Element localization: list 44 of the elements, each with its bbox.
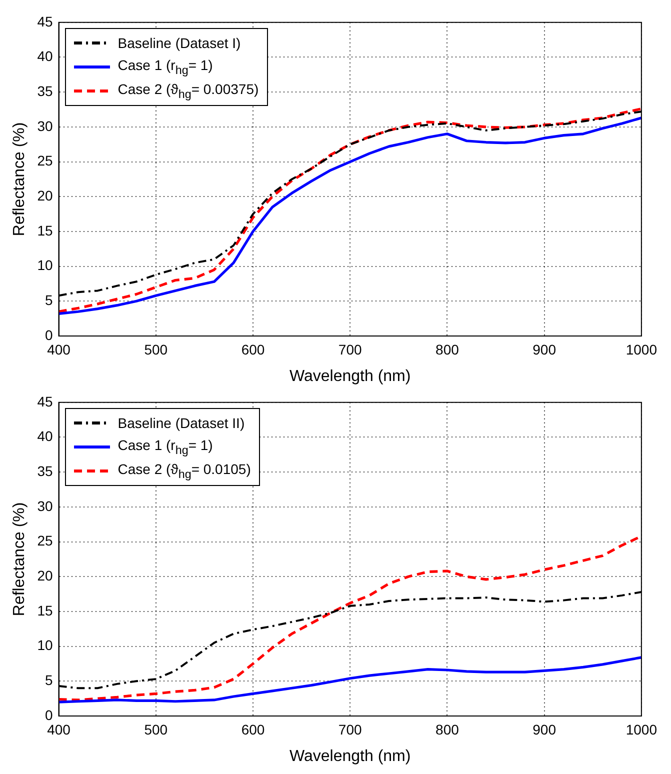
y-tick-label: 45 <box>37 13 53 30</box>
x-axis-title: Wavelength (nm) <box>289 368 411 385</box>
x-tick-label: 800 <box>436 721 460 738</box>
y-tick-label: 15 <box>37 602 53 618</box>
legend-label: Baseline (Dataset I) <box>118 35 241 52</box>
y-tick-label: 5 <box>44 672 53 688</box>
y-axis-title: Reflectance (%) <box>11 502 28 616</box>
y-tick-label: 35 <box>37 82 53 99</box>
legend-label: Baseline (Dataset II) <box>118 415 245 432</box>
x-tick-label: 700 <box>338 341 362 358</box>
y-tick-label: 10 <box>37 637 53 654</box>
y-tick-label: 30 <box>37 498 53 514</box>
y-tick-label: 20 <box>37 187 53 204</box>
legend-label: Case 1 (r$_{hg}$= 1) <box>118 437 213 458</box>
x-tick-label: 400 <box>47 341 71 358</box>
y-tick-label: 0 <box>44 326 53 343</box>
x-tick-label: 900 <box>532 341 556 358</box>
y-tick-label: 10 <box>37 257 53 274</box>
y-tick-label: 45 <box>37 393 53 410</box>
x-tick-label: 600 <box>241 721 265 738</box>
y-axis-title: Reflectance (%) <box>11 122 28 236</box>
y-tick-label: 30 <box>37 118 53 134</box>
x-tick-label: 900 <box>532 721 556 738</box>
legend-label: Case 1 (r$_{hg}$= 1) <box>118 57 213 78</box>
x-tick-label: 500 <box>144 341 168 358</box>
x-tick-label: 800 <box>436 341 460 358</box>
x-tick-label: 400 <box>47 721 71 738</box>
y-tick-label: 5 <box>44 292 53 308</box>
y-tick-label: 15 <box>37 222 53 238</box>
y-tick-label: 40 <box>37 48 53 64</box>
y-tick-label: 35 <box>37 462 53 479</box>
y-tick-label: 0 <box>44 706 53 723</box>
x-tick-label: 600 <box>241 341 265 358</box>
legend-label: Case 2 (ϑ$_{hg}$= 0.00375) <box>118 81 259 102</box>
y-tick-label: 20 <box>37 567 53 584</box>
x-tick-label: 1000 <box>626 341 658 358</box>
legend-label: Case 2 (ϑ$_{hg}$= 0.0105) <box>118 461 251 482</box>
x-tick-label: 500 <box>144 721 168 738</box>
y-tick-label: 25 <box>37 152 53 169</box>
x-axis-title: Wavelength (nm) <box>289 748 411 765</box>
y-tick-label: 40 <box>37 428 53 444</box>
x-tick-label: 700 <box>338 721 362 738</box>
x-tick-label: 1000 <box>626 721 658 738</box>
y-tick-label: 25 <box>37 532 53 549</box>
